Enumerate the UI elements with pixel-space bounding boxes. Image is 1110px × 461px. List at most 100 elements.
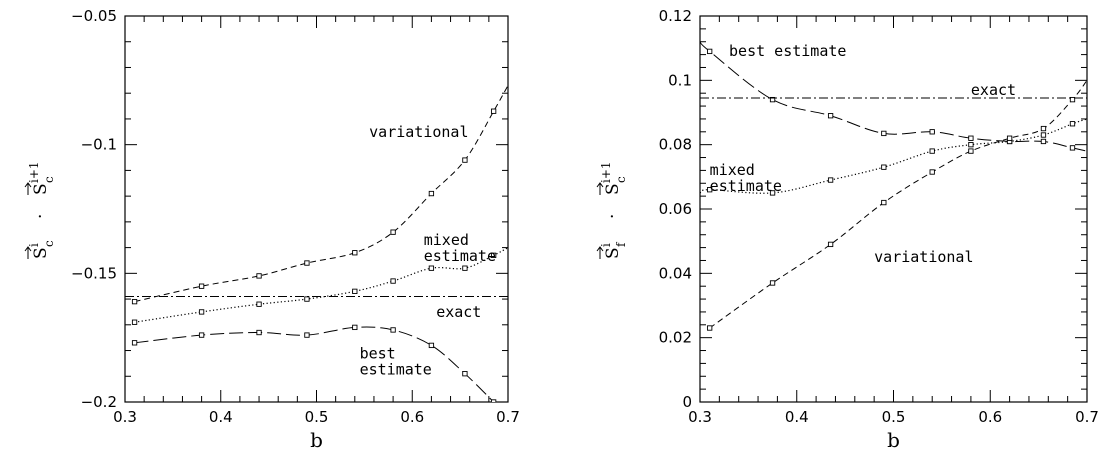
data-point: [707, 325, 713, 331]
chart-panel-2: 0.3 0.4 0.5 0.6 0.7 0 0.02 0.04 0.06 0.08 0.1 0.12 b…: [596, 7, 1099, 452]
y-label-sup-2: i+1: [599, 161, 613, 183]
x-tick-label: 0.3: [113, 408, 137, 426]
series-annotation-1: best estimate: [729, 42, 846, 60]
data-point: [198, 332, 205, 338]
y-axis-label: Si f · Si+1 c: [596, 161, 628, 259]
data-point: [490, 252, 497, 258]
series-line-3: [709, 80, 1087, 329]
data-point: [707, 187, 713, 193]
data-point: [769, 96, 776, 103]
data-point: [198, 283, 205, 289]
x-tick-label: 0.4: [785, 408, 809, 426]
y-label-vector-1: S: [31, 247, 51, 259]
data-point: [881, 199, 887, 206]
data-point: [198, 309, 205, 315]
y-label-vector-2: S: [603, 183, 623, 195]
data-point: [929, 169, 935, 175]
data-point: [428, 190, 435, 197]
data-point: [1006, 135, 1013, 141]
plot-frame: [699, 15, 1088, 403]
x-tick-label: 0.6: [400, 408, 424, 426]
y-label-dot: ·: [603, 214, 623, 219]
data-point: [352, 324, 358, 331]
y-tick-label: 0.06: [659, 200, 692, 218]
series-group: [125, 85, 508, 402]
y-label-arrow-2-head: [24, 182, 32, 188]
y-tick-label: 0.12: [659, 7, 692, 25]
y-tick-label: −0.1: [81, 136, 117, 154]
y-label-dot: ·: [31, 214, 51, 219]
data-point: [390, 327, 396, 333]
data-point: [256, 301, 262, 307]
annotation-line: estimate: [710, 177, 782, 195]
annotation-line: best: [360, 344, 396, 362]
data-point: [968, 142, 974, 148]
series-group: [700, 41, 1087, 331]
y-label-vector-2: S: [31, 183, 51, 195]
annotation-line: mixed: [710, 161, 755, 179]
y-axis-label: Si c·Si+1 c: [24, 161, 56, 259]
series-annotation-3: mixed estimate: [710, 161, 782, 195]
data-point: [352, 250, 358, 256]
data-point: [827, 177, 834, 183]
y-label-vector-1: S: [603, 247, 623, 259]
x-tick-label: 0.5: [882, 408, 906, 426]
data-point: [968, 148, 974, 154]
data-point: [881, 130, 887, 137]
data-point: [827, 113, 834, 119]
data-point: [1069, 96, 1076, 103]
data-point: [827, 241, 834, 248]
y-tick-label: −0.05: [71, 7, 117, 25]
data-point: [304, 332, 310, 338]
y-label-sub-1: c: [42, 240, 56, 247]
data-point: [256, 273, 262, 279]
annotation-line: exact: [436, 303, 481, 321]
x-tick-label: 0.6: [978, 408, 1002, 426]
x-tick-label: 0.7: [496, 408, 520, 426]
y-label-sub-2: c: [42, 176, 56, 183]
y-label-arrow-1-head: [24, 246, 32, 252]
data-point: [968, 135, 974, 141]
data-point: [256, 329, 262, 336]
series-line-3: [134, 326, 494, 402]
x-tick-label: 0.7: [1075, 408, 1099, 426]
data-point: [1069, 145, 1076, 151]
data-point: [490, 108, 497, 114]
annotation-line: variational: [874, 248, 973, 266]
data-point: [490, 399, 497, 402]
data-point: [1040, 132, 1047, 138]
y-label-sup-2: i+1: [27, 161, 41, 183]
y-label-arrow-2-head: [596, 182, 604, 188]
data-point: [131, 340, 138, 346]
series-annotation-2: mixed estimate: [424, 231, 496, 265]
data-point: [428, 265, 435, 271]
data-point: [131, 319, 138, 325]
data-point: [462, 265, 468, 271]
annotation-line: estimate: [360, 360, 432, 378]
y-tick-label: 0: [682, 393, 692, 411]
y-tick-label: 0.08: [659, 136, 692, 154]
data-point: [1040, 138, 1047, 145]
data-point: [462, 371, 468, 377]
data-point: [769, 280, 776, 286]
y-tick-label: 0.1: [668, 71, 692, 89]
data-point: [131, 298, 138, 305]
data-point: [929, 129, 935, 135]
data-point: [707, 48, 713, 55]
series-line-2: [700, 118, 1087, 194]
annotation-line: best estimate: [729, 42, 846, 60]
data-point: [428, 342, 435, 349]
data-point: [390, 278, 396, 284]
data-point: [304, 296, 310, 302]
x-axis-label: b: [887, 428, 900, 452]
y-tick-label: −0.15: [71, 264, 117, 282]
y-tick-label: −0.2: [81, 393, 117, 411]
x-tick-label: 0.5: [305, 408, 329, 426]
x-tick-label: 0.4: [209, 408, 233, 426]
data-point: [1040, 125, 1047, 132]
series-annotation-1: variational: [369, 123, 468, 141]
annotation-line: mixed: [424, 231, 469, 249]
series-annotation-3: exact: [436, 303, 481, 321]
data-point: [390, 229, 396, 235]
